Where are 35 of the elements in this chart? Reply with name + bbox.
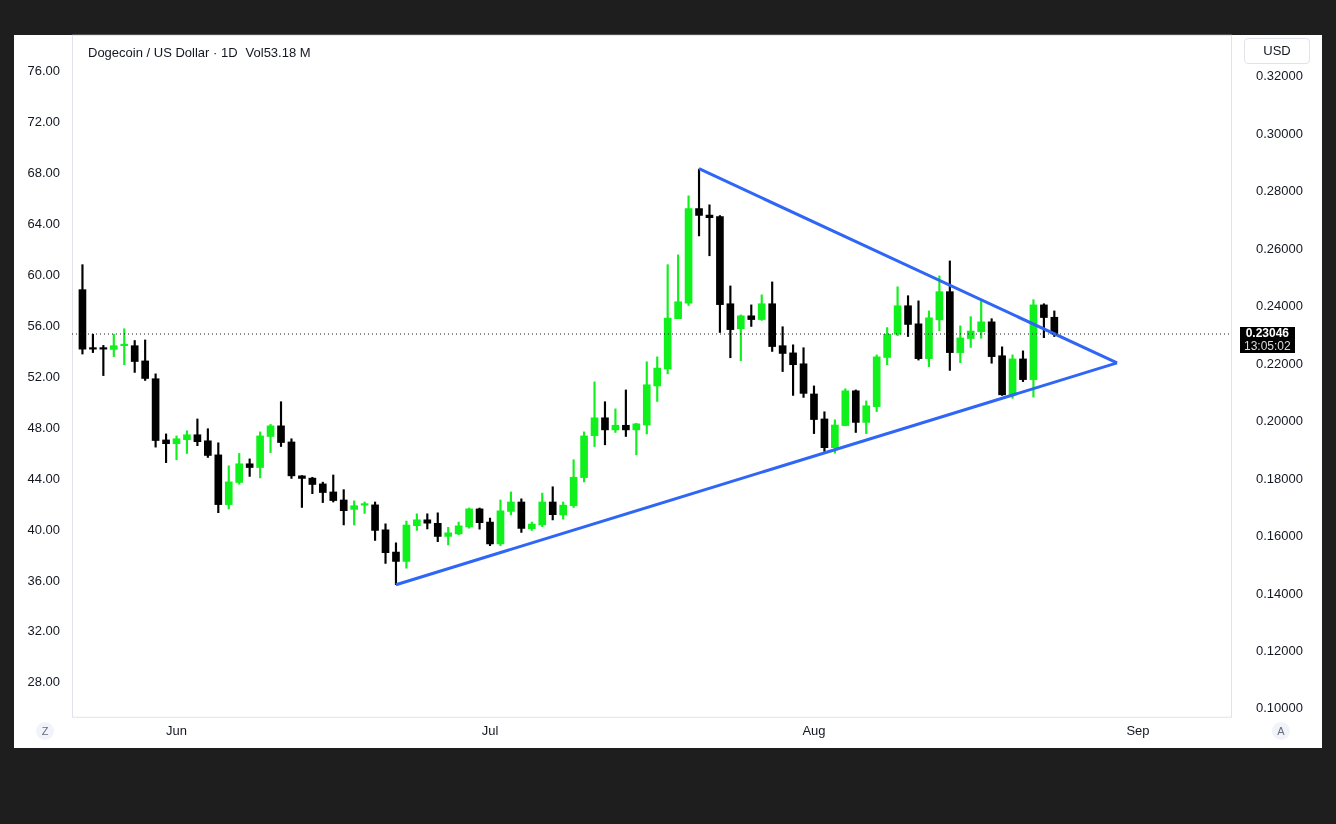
circle-button: A (1272, 722, 1290, 741)
y-tick-label: 68.00 (27, 165, 60, 181)
circle-button: Z (36, 722, 54, 741)
y-tick-label: 28.00 (27, 674, 60, 690)
y2-tick-label: 0.16000 (1256, 528, 1303, 544)
text: 13:05:02 (1244, 338, 1291, 353)
y2-tick-label: 0.32000 (1256, 68, 1303, 84)
text: Dogecoin / US Dollar · 1D (88, 45, 238, 60)
y-tick-label: 44.00 (27, 470, 60, 486)
x-tick-label: Jun (166, 723, 187, 739)
y-tick-label: 40.00 (27, 521, 60, 537)
y2-tick-label: 0.26000 (1256, 240, 1303, 256)
y-tick-label: 64.00 (27, 216, 60, 232)
x-tick-label: Aug (802, 723, 826, 739)
y-tick-label: 36.00 (27, 572, 60, 588)
annotation: Vol53.18 M (245, 45, 311, 60)
y2-tick-label: 0.28000 (1256, 183, 1303, 199)
y2-tick-label: 0.18000 (1256, 470, 1303, 486)
y-tick-label: 60.00 (27, 267, 60, 283)
y-tick-label: 32.00 (27, 623, 60, 639)
x-tick-label: Sep (1126, 723, 1150, 739)
y2-tick-label: 0.30000 (1256, 126, 1303, 142)
y-tick-label: 48.00 (27, 419, 60, 435)
y-tick-label: 56.00 (27, 318, 60, 334)
currency-button: USD (1244, 38, 1310, 64)
y-tick-label: 72.00 (27, 114, 60, 130)
y2-tick-label: 0.24000 (1256, 298, 1303, 314)
y2-tick-label: 0.14000 (1256, 585, 1303, 601)
y2-tick-label: 0.10000 (1256, 700, 1303, 716)
x-tick-label: Jul (481, 723, 499, 739)
y-tick-label: 52.00 (27, 369, 60, 385)
y2-tick-label: 0.22000 (1256, 355, 1303, 371)
y2-tick-label: 0.20000 (1256, 413, 1303, 429)
y2-tick-label: 0.12000 (1256, 643, 1303, 659)
y-tick-label: 76.00 (27, 63, 60, 79)
